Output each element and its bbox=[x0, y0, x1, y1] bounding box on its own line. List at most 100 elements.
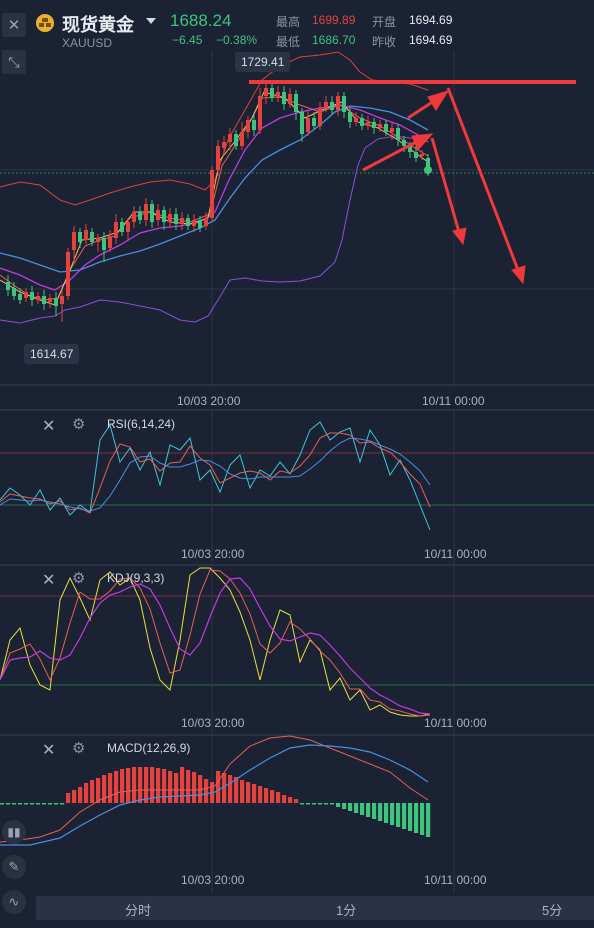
candle-body bbox=[78, 232, 82, 242]
instrument-title[interactable]: 现货黄金 bbox=[62, 15, 134, 35]
macd-title: MACD(12,26,9) bbox=[107, 741, 191, 755]
collapse-button[interactable]: ⤡ bbox=[2, 50, 26, 74]
kdj-settings-icon[interactable]: ⚙ bbox=[72, 570, 86, 587]
macd-bar bbox=[120, 769, 125, 803]
macd-bar bbox=[336, 803, 341, 807]
candle-body bbox=[102, 238, 106, 250]
macd-bar bbox=[234, 777, 239, 803]
collapse-icon: ⤡ bbox=[8, 53, 20, 70]
macd-bar bbox=[72, 790, 77, 803]
macd-bar bbox=[174, 773, 179, 803]
macd-bar bbox=[384, 803, 389, 823]
macd-bar bbox=[0, 803, 5, 805]
kdj-d-line bbox=[0, 577, 431, 715]
candle-body bbox=[144, 204, 148, 220]
macd-bar bbox=[198, 775, 203, 803]
draw-tool-icon: ✎ bbox=[8, 859, 20, 874]
candle-body bbox=[312, 118, 316, 126]
kdj-x-tick: 10/11 00:00 bbox=[424, 716, 487, 730]
timeframe-tab-tick[interactable]: 分时 bbox=[125, 903, 152, 918]
macd-bar bbox=[366, 803, 371, 817]
candle-body bbox=[48, 298, 52, 302]
draw-tool-button[interactable]: ✎ bbox=[2, 855, 26, 879]
candle-body bbox=[114, 222, 118, 238]
candle-body bbox=[216, 146, 220, 170]
candle-body bbox=[348, 112, 352, 122]
candle-body bbox=[24, 292, 28, 298]
ma-blue-line bbox=[0, 105, 429, 273]
candle-body bbox=[282, 92, 286, 104]
macd-bar bbox=[18, 803, 23, 805]
timeframe-tab-1m[interactable]: 1分 bbox=[336, 903, 357, 918]
macd-bar bbox=[360, 803, 365, 815]
chart-canvas[interactable] bbox=[0, 50, 594, 894]
macd-bar bbox=[330, 803, 335, 805]
rsi-close-icon[interactable]: ✕ bbox=[42, 418, 56, 435]
candle-body bbox=[270, 88, 274, 98]
macd-close-icon[interactable]: ✕ bbox=[42, 742, 56, 759]
price-change-pct: −0.38% bbox=[216, 33, 258, 47]
macd-bar bbox=[252, 784, 257, 803]
candlestick-series bbox=[6, 82, 430, 322]
macd-bar bbox=[96, 778, 101, 803]
macd-bar bbox=[264, 788, 269, 803]
candle-body bbox=[96, 238, 100, 242]
macd-bar bbox=[192, 772, 197, 803]
rsi-settings-icon[interactable]: ⚙ bbox=[72, 416, 86, 433]
rsi6-line bbox=[0, 421, 431, 531]
candle-body bbox=[186, 218, 190, 226]
high-value: 1699.89 bbox=[312, 13, 356, 27]
rsi24-line bbox=[0, 437, 431, 512]
candle-body bbox=[192, 220, 196, 226]
current-price-dot bbox=[424, 166, 432, 174]
macd-bar bbox=[372, 803, 377, 819]
candle-body bbox=[108, 236, 112, 248]
macd-bar bbox=[318, 803, 323, 805]
chart-type-button[interactable]: ▮▮ bbox=[2, 820, 26, 844]
candle-body bbox=[258, 96, 262, 130]
macd-dea-line bbox=[0, 744, 429, 846]
candle-body bbox=[84, 230, 88, 240]
macd-bar bbox=[102, 775, 107, 803]
candle-body bbox=[18, 294, 22, 300]
macd-bar bbox=[324, 803, 329, 805]
candle-body bbox=[408, 146, 412, 152]
candle-body bbox=[150, 204, 154, 222]
macd-bar bbox=[48, 803, 53, 805]
indicator-icon: ∿ bbox=[8, 894, 20, 909]
kdj-close-icon[interactable]: ✕ bbox=[42, 572, 56, 589]
candle-body bbox=[288, 94, 292, 104]
bollinger-upper-line bbox=[0, 51, 429, 206]
macd-bar bbox=[126, 768, 131, 803]
price-change: −6.45 bbox=[172, 33, 203, 47]
macd-bar bbox=[354, 803, 359, 813]
timeframe-tab-5m[interactable]: 5分 bbox=[542, 903, 563, 918]
macd-x-tick: 10/03 20:00 bbox=[181, 873, 245, 887]
candle-body bbox=[330, 102, 334, 110]
high-marker: 1729.41 bbox=[235, 52, 291, 72]
dropdown-caret-icon[interactable] bbox=[146, 18, 156, 24]
candle-body bbox=[180, 218, 184, 224]
low-value: 1686.70 bbox=[312, 33, 356, 47]
low-marker: 1614.67 bbox=[24, 344, 80, 364]
macd-settings-icon[interactable]: ⚙ bbox=[72, 740, 86, 757]
macd-bar bbox=[132, 767, 137, 803]
close-button[interactable]: ✕ bbox=[2, 13, 26, 37]
macd-bar bbox=[342, 803, 347, 809]
candle-body bbox=[90, 232, 94, 242]
candle-body bbox=[402, 140, 406, 146]
candle-body bbox=[300, 112, 304, 134]
macd-bar bbox=[246, 782, 251, 803]
candle-body bbox=[306, 118, 310, 132]
close-icon: ✕ bbox=[7, 17, 21, 34]
kdj-x-tick: 10/03 20:00 bbox=[181, 716, 245, 730]
macd-bar bbox=[186, 770, 191, 803]
macd-bar bbox=[114, 771, 119, 803]
candle-body bbox=[390, 128, 394, 132]
macd-bar bbox=[150, 767, 155, 803]
macd-bar bbox=[168, 771, 173, 803]
candle-body bbox=[204, 218, 208, 226]
candle-body bbox=[360, 118, 364, 126]
indicator-button[interactable]: ∿ bbox=[2, 890, 26, 914]
timeframe-bar: 分时 1分 5分 bbox=[36, 896, 594, 920]
